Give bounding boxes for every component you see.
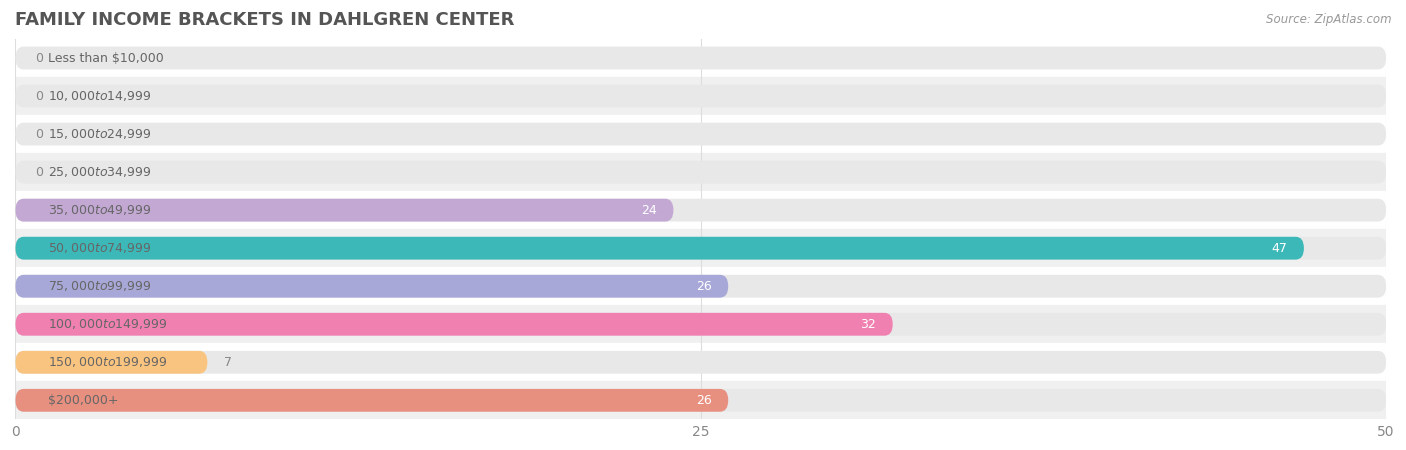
- Text: Less than $10,000: Less than $10,000: [48, 51, 165, 64]
- Bar: [15, 115, 1386, 153]
- FancyBboxPatch shape: [15, 389, 728, 412]
- FancyBboxPatch shape: [15, 275, 728, 297]
- Bar: [15, 267, 1386, 305]
- Text: Source: ZipAtlas.com: Source: ZipAtlas.com: [1267, 14, 1392, 27]
- Text: 26: 26: [696, 280, 711, 292]
- Text: 0: 0: [35, 166, 42, 179]
- Text: $50,000 to $74,999: $50,000 to $74,999: [48, 241, 152, 255]
- Text: FAMILY INCOME BRACKETS IN DAHLGREN CENTER: FAMILY INCOME BRACKETS IN DAHLGREN CENTE…: [15, 11, 515, 29]
- Text: $75,000 to $99,999: $75,000 to $99,999: [48, 279, 152, 293]
- Text: 47: 47: [1271, 242, 1288, 255]
- FancyBboxPatch shape: [15, 351, 207, 374]
- FancyBboxPatch shape: [15, 47, 1386, 69]
- Bar: [15, 191, 1386, 229]
- Text: $100,000 to $149,999: $100,000 to $149,999: [48, 317, 167, 331]
- FancyBboxPatch shape: [15, 161, 1386, 184]
- Text: $10,000 to $14,999: $10,000 to $14,999: [48, 89, 152, 103]
- Bar: [15, 381, 1386, 419]
- FancyBboxPatch shape: [15, 123, 1386, 145]
- FancyBboxPatch shape: [15, 389, 1386, 412]
- FancyBboxPatch shape: [15, 237, 1303, 260]
- Bar: [15, 343, 1386, 381]
- Text: 24: 24: [641, 204, 657, 216]
- FancyBboxPatch shape: [15, 85, 1386, 108]
- Text: $200,000+: $200,000+: [48, 394, 120, 407]
- Text: 0: 0: [35, 128, 42, 140]
- Text: $15,000 to $24,999: $15,000 to $24,999: [48, 127, 152, 141]
- FancyBboxPatch shape: [15, 351, 1386, 374]
- Bar: [15, 39, 1386, 77]
- Text: $150,000 to $199,999: $150,000 to $199,999: [48, 356, 167, 369]
- Bar: [15, 153, 1386, 191]
- Text: 7: 7: [224, 356, 232, 369]
- Bar: [15, 77, 1386, 115]
- Text: 0: 0: [35, 51, 42, 64]
- Text: 0: 0: [35, 90, 42, 103]
- FancyBboxPatch shape: [15, 199, 673, 221]
- FancyBboxPatch shape: [15, 313, 893, 336]
- Text: 32: 32: [860, 318, 876, 331]
- Text: 26: 26: [696, 394, 711, 407]
- FancyBboxPatch shape: [15, 313, 1386, 336]
- FancyBboxPatch shape: [15, 275, 1386, 297]
- Bar: [15, 305, 1386, 343]
- Text: $25,000 to $34,999: $25,000 to $34,999: [48, 165, 152, 179]
- Text: $35,000 to $49,999: $35,000 to $49,999: [48, 203, 152, 217]
- FancyBboxPatch shape: [15, 237, 1386, 260]
- FancyBboxPatch shape: [15, 199, 1386, 221]
- Bar: [15, 229, 1386, 267]
